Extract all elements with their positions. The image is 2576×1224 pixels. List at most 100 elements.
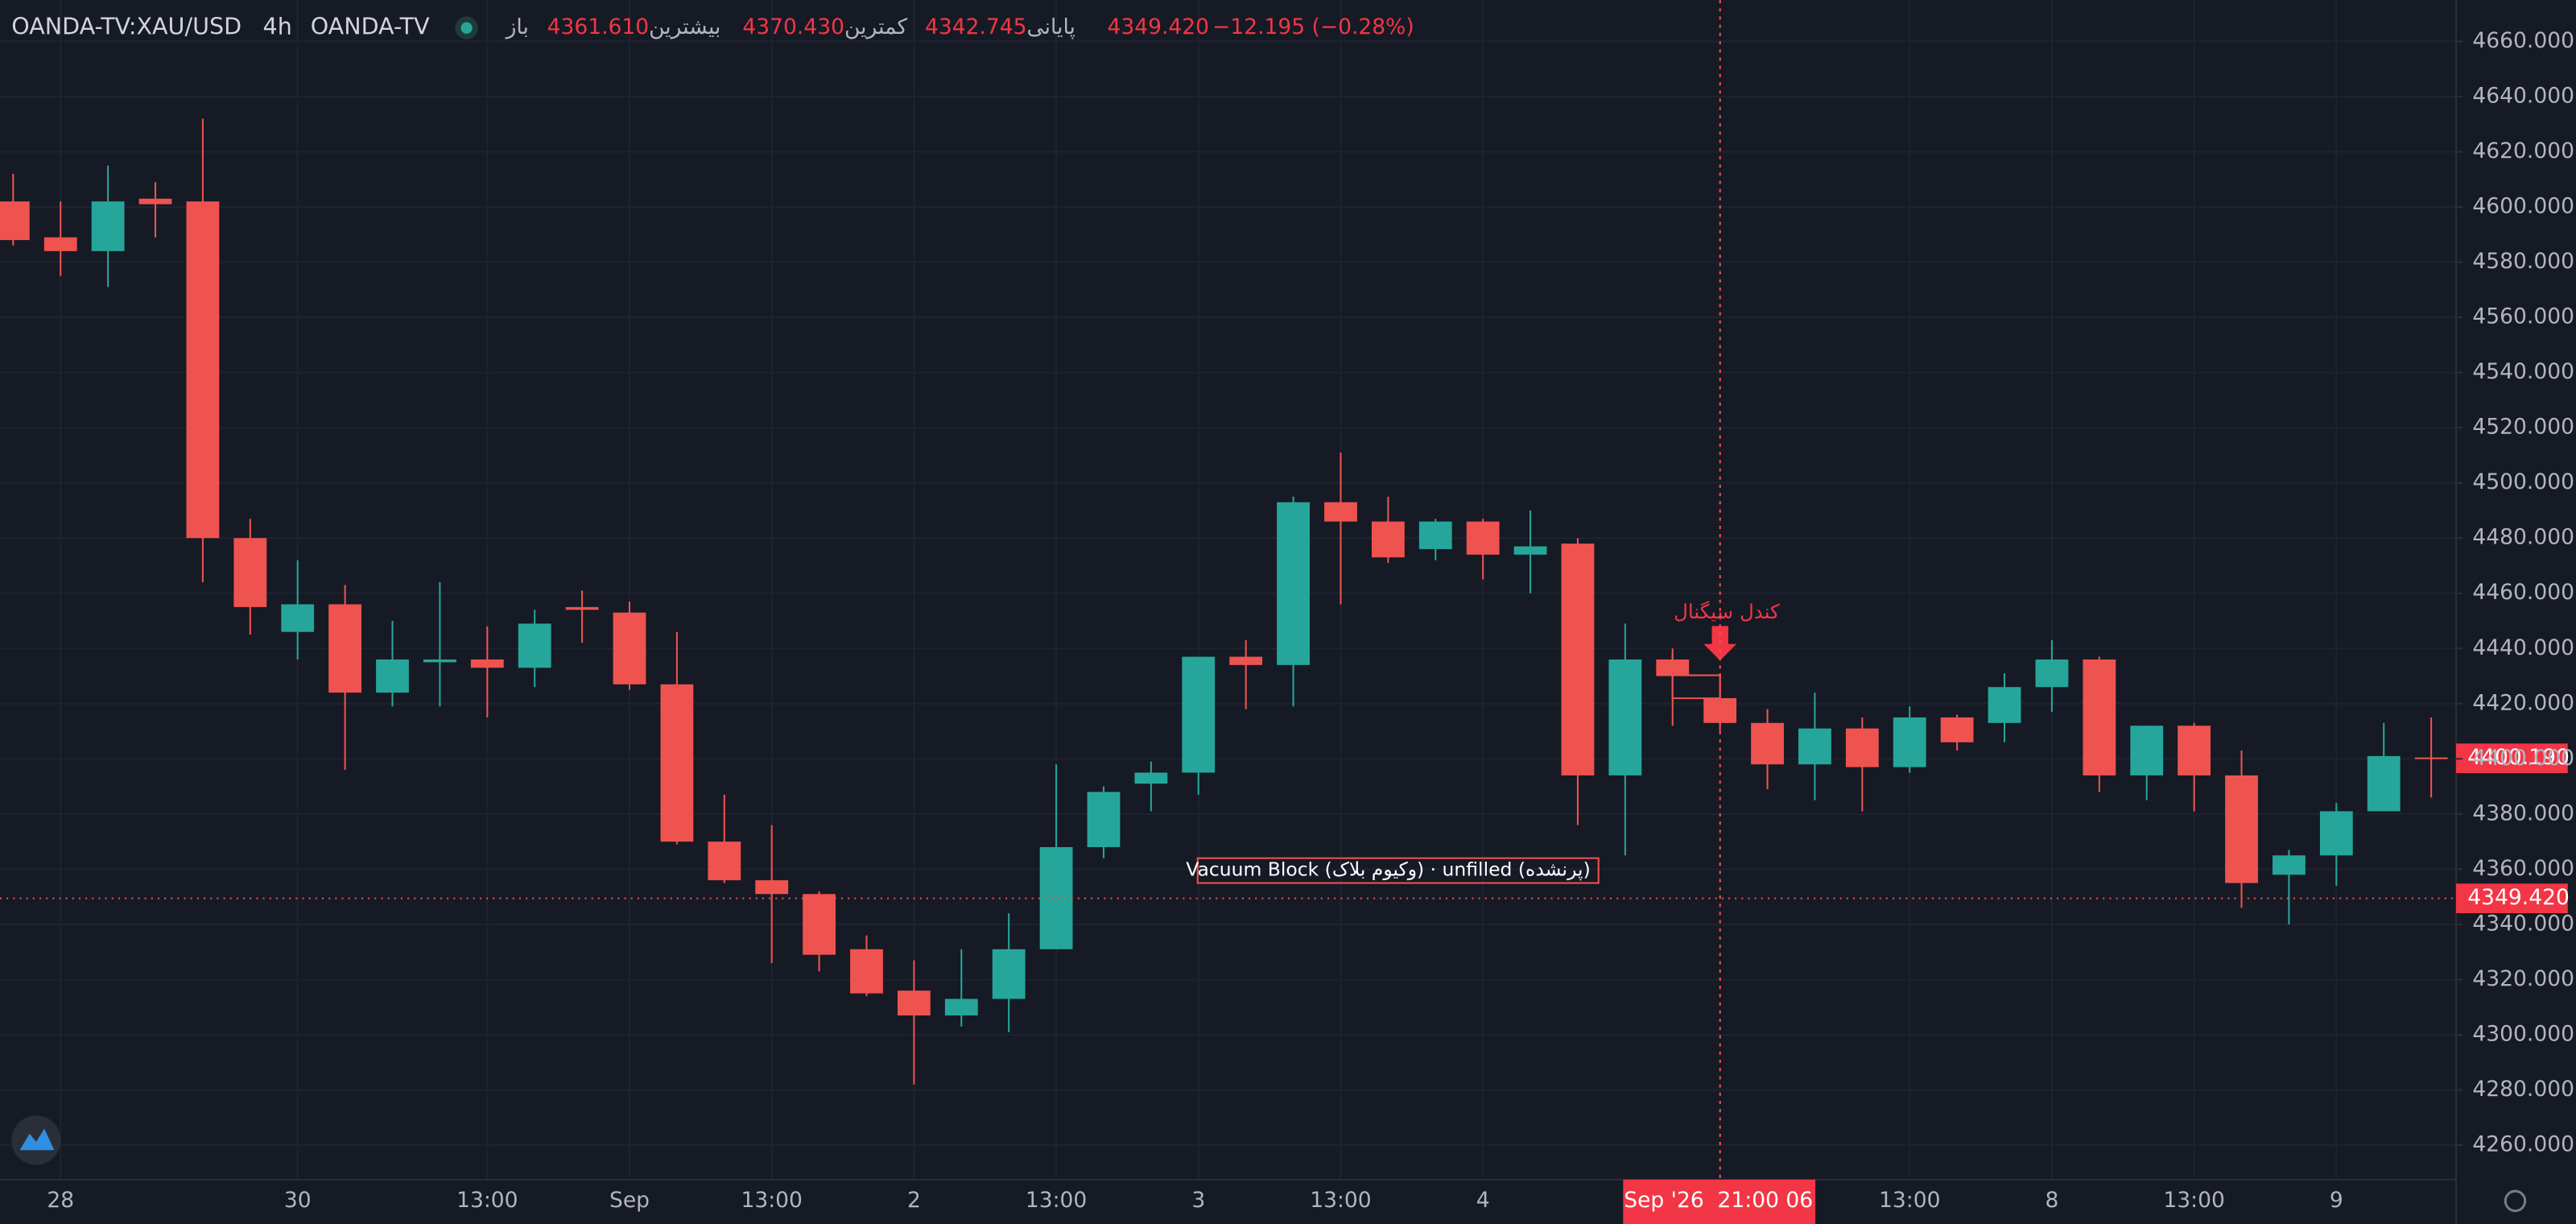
candle-body — [2319, 811, 2353, 856]
y-tick-label: 4460.000 — [2472, 580, 2574, 605]
x-tick-label: 8 — [2046, 1188, 2059, 1213]
y-tick-label: 4540.000 — [2472, 359, 2574, 384]
grid — [0, 0, 2457, 1180]
x-tick-label: 13:00 — [2163, 1188, 2224, 1213]
y-tick-label: 4300.000 — [2472, 1022, 2574, 1047]
candle-body — [565, 606, 599, 610]
x-tick-label: 13:00 — [741, 1188, 802, 1213]
y-tick-label: 4620.000 — [2472, 139, 2574, 163]
x-tick-label: 13:00 — [1310, 1188, 1371, 1213]
candle-body — [518, 623, 551, 668]
candle-body — [1277, 502, 1310, 665]
source: OANDA-TV — [311, 13, 430, 40]
y-tick-label: 4420.000 — [2472, 690, 2574, 715]
legend-value: 4349.420 — [1108, 14, 1210, 39]
price-tag — [2456, 883, 2568, 914]
candle-body — [1561, 544, 1595, 775]
candle-body — [91, 201, 125, 251]
x-tick-label: 13:00 — [1026, 1188, 1087, 1213]
legend-label: باز — [505, 14, 529, 39]
price-tag-label: 4400.190 — [2467, 745, 2570, 770]
candle-body — [708, 842, 741, 881]
candle-body — [2273, 855, 2306, 875]
candle-body — [1845, 728, 1879, 767]
candle-body — [470, 659, 504, 668]
candle-body — [803, 894, 836, 955]
candle-body — [1087, 792, 1121, 847]
candle-body — [2035, 659, 2069, 688]
legend-label: پایانی — [1027, 14, 1075, 39]
x-tick-label: 4 — [1476, 1188, 1490, 1213]
candle-body — [186, 201, 220, 539]
candle-body — [281, 604, 315, 632]
y-tick-label: 4360.000 — [2472, 856, 2574, 881]
candle-body — [1703, 697, 1737, 723]
price-tag-label: 4349.420 — [2467, 885, 2570, 910]
signal-label: کندل سیگنال — [1674, 600, 1780, 623]
candle-body — [0, 201, 30, 241]
price-tag — [2456, 743, 2568, 774]
x-tick-label: 30 — [284, 1188, 312, 1213]
y-tick-label: 4520.000 — [2472, 415, 2574, 440]
logo-icon — [19, 1128, 55, 1151]
candle-body — [2367, 755, 2401, 812]
candle-body — [376, 659, 409, 693]
candle-body — [613, 612, 646, 684]
candle-body — [2130, 726, 2164, 775]
candle-body — [1751, 722, 1784, 765]
crosshair-tag — [1623, 1179, 1816, 1224]
candle-body — [1608, 659, 1642, 775]
legend-label: بیشترین — [649, 14, 720, 39]
y-tick-label: 4480.000 — [2472, 525, 2574, 550]
zone-label: Vacuum Block (وکیوم بلاک) · unfilled (پر… — [1186, 858, 1590, 881]
candle-body — [1418, 521, 1452, 549]
candle-body — [43, 237, 77, 251]
y-tick-label: 4440.000 — [2472, 635, 2574, 660]
legend-value: 4342.745 — [925, 14, 1027, 39]
candle-body — [1371, 521, 1405, 558]
legend-value: 4370.430 — [742, 14, 844, 39]
x-tick-label: 2 — [907, 1188, 921, 1213]
candles — [0, 118, 2448, 1085]
candle-body — [328, 604, 362, 693]
legend-label: کمترین — [844, 14, 908, 39]
candle-body — [1513, 546, 1547, 555]
candle-body — [1940, 717, 1974, 742]
x-tick-label: 28 — [47, 1188, 74, 1213]
y-tick-label: 4380.000 — [2472, 800, 2574, 825]
candle-body — [944, 999, 978, 1016]
x-tick-label: Sep — [609, 1188, 650, 1213]
candle-body — [1466, 521, 1500, 555]
logo[interactable] — [11, 1115, 61, 1165]
zone-box — [1196, 857, 1600, 884]
interval[interactable]: 4h — [263, 13, 292, 40]
settings-icon[interactable] — [2504, 1189, 2527, 1213]
candle-body — [423, 659, 456, 663]
x-tick-label: 13:00 — [1879, 1188, 1940, 1213]
candle-body — [1134, 772, 1168, 784]
candle-body — [138, 198, 172, 205]
candle-body — [1039, 846, 1073, 949]
candle-body — [660, 684, 694, 842]
candle-body — [2414, 757, 2448, 759]
candle-body — [2178, 726, 2211, 775]
legend-value: 4361.610 — [547, 14, 650, 39]
x-tick-label: 9 — [2330, 1188, 2343, 1213]
candle-body — [1988, 687, 2021, 723]
candle-body — [1798, 728, 1831, 765]
y-tick-label: 4580.000 — [2472, 249, 2574, 274]
x-tick-label: 3 — [1191, 1188, 1205, 1213]
candle-body — [755, 880, 789, 895]
y-tick-label: 4560.000 — [2472, 304, 2574, 329]
y-tick-label: 4260.000 — [2472, 1132, 2574, 1157]
candle-body — [1182, 656, 1216, 773]
y-tick-label: 4400.000 — [2472, 746, 2574, 771]
y-tick-label: 4660.000 — [2472, 28, 2574, 53]
candle-body — [1229, 656, 1263, 665]
y-tick-label: 4320.000 — [2472, 966, 2574, 991]
candle-body — [1324, 502, 1357, 522]
candle-body — [2225, 775, 2258, 883]
y-tick-label: 4500.000 — [2472, 469, 2574, 494]
